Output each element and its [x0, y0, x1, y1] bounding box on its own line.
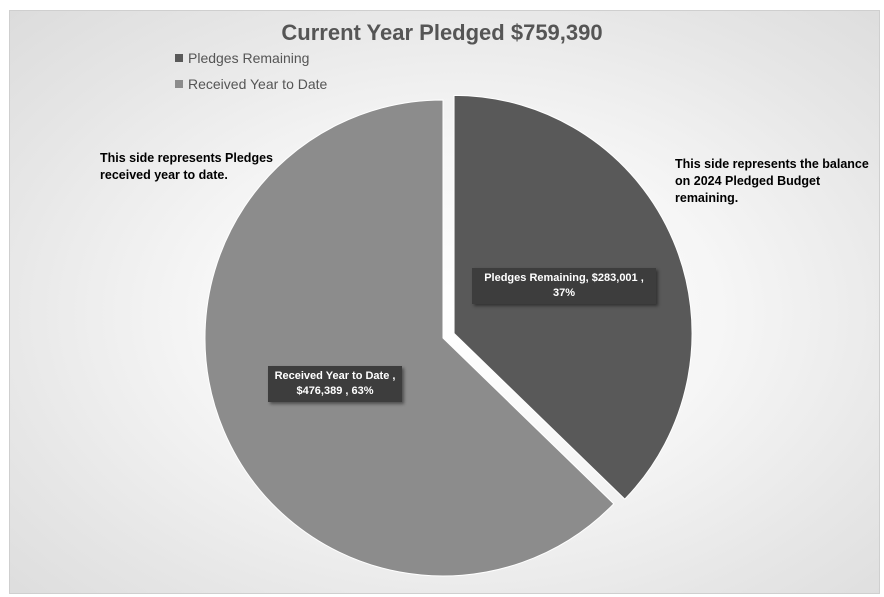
legend-label-pledges-remaining: Pledges Remaining [188, 50, 310, 66]
annotation-left-line-1: This side represents Pledges [100, 151, 273, 165]
data-label-pledges-remaining: Pledges Remaining, $283,001 , 37% [472, 268, 656, 304]
legend-item-received-year-to-date: Received Year to Date [175, 76, 327, 92]
annotation-right: This side represents the balance on 2024… [675, 156, 869, 207]
pie-slice-received-year-to-date [204, 99, 615, 577]
legend-swatch-pledges-remaining [175, 54, 183, 62]
data-label-received-year-to-date-line-1: Received Year to Date , [274, 370, 396, 382]
annotation-left-line-2: received year to date. [100, 168, 228, 182]
legend-swatch-received-year-to-date [175, 80, 183, 88]
annotation-right-line-1: This side represents the balance [675, 157, 869, 171]
chart-title: Current Year Pledged $759,390 [281, 20, 603, 45]
annotation-right-line-2: on 2024 Pledged Budget [675, 174, 821, 188]
data-label-received-year-to-date: Received Year to Date , $476,389 , 63% [268, 366, 402, 402]
annotation-left: This side represents Pledges received ye… [100, 150, 273, 184]
data-label-pledges-remaining-line-1: Pledges Remaining, $283,001 , [484, 272, 644, 284]
data-label-received-year-to-date-line-2: $476,389 , 63% [296, 385, 374, 397]
data-label-pledges-remaining-line-2: 37% [552, 287, 576, 299]
annotation-right-line-3: remaining. [675, 191, 739, 205]
legend-item-pledges-remaining: Pledges Remaining [175, 50, 309, 66]
legend-label-received-year-to-date: Received Year to Date [188, 76, 328, 92]
